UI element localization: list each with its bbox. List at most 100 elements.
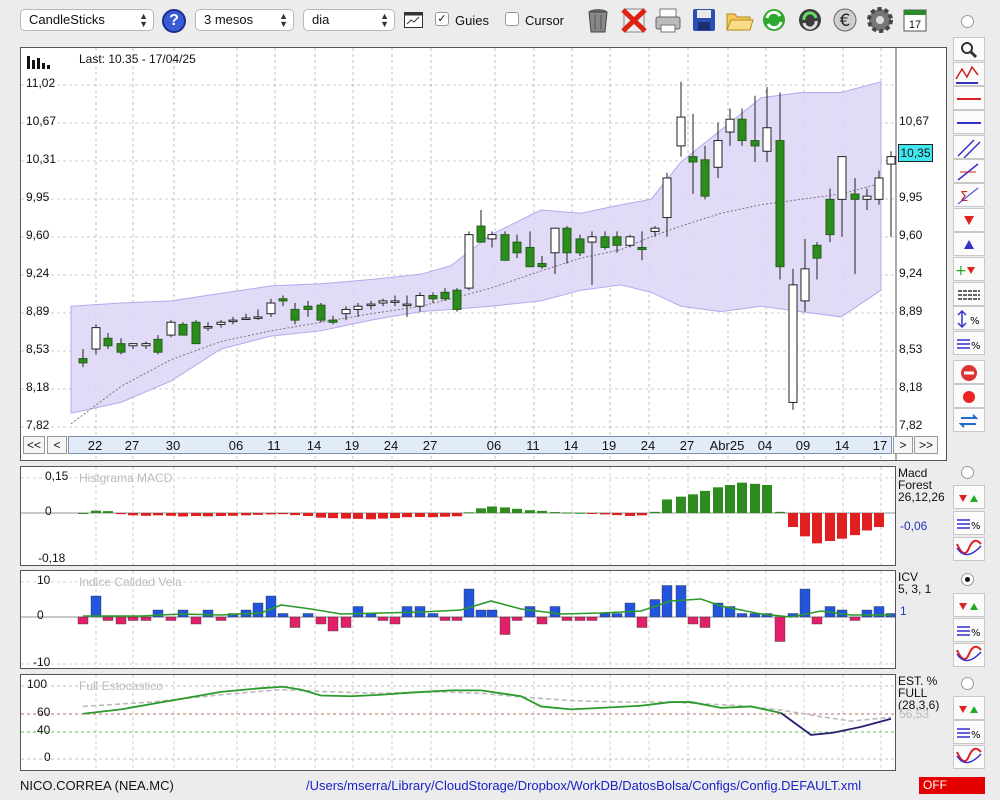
candle (676, 81, 686, 157)
arrows-up-down-icon[interactable] (953, 696, 985, 720)
icv-bar (599, 613, 611, 618)
guides-checkbox[interactable]: ✓ (435, 12, 449, 26)
stoch-legend-line: (28,3,6) (898, 698, 940, 712)
curve-icon[interactable] (953, 643, 985, 667)
icv-bar (463, 588, 475, 618)
chevron-updown-icon: ▲ ▼ (139, 11, 148, 29)
add-signal-icon[interactable]: + (953, 257, 985, 281)
zoom-icon[interactable] (953, 37, 985, 61)
macd-panel[interactable]: Histgrama MACD (20, 466, 896, 566)
curve-icon[interactable] (953, 537, 985, 561)
macd-y-tick: -0,18 (38, 551, 66, 565)
y-tick-right: 8,89 (899, 304, 923, 318)
macd-bar (725, 485, 735, 513)
price-chart-panel[interactable]: Last: 10.35 - 17/04/25 (20, 47, 947, 461)
icv-y-tick: 10 (37, 573, 51, 587)
period-select[interactable]: 3 mesos ▲ ▼ (195, 9, 294, 31)
candle (228, 316, 238, 325)
delete-icon[interactable] (618, 4, 650, 36)
scroll-prev-button[interactable]: < (47, 436, 67, 454)
refresh-icon[interactable] (758, 4, 790, 36)
x-tick-label: 24 (383, 438, 399, 453)
macd-bar (128, 513, 138, 516)
print-icon[interactable] (652, 4, 684, 36)
macd-bar (476, 508, 486, 513)
macd-bar (216, 513, 226, 517)
interval-select[interactable]: dia ▲ ▼ (303, 9, 395, 31)
icv-bar (687, 616, 699, 625)
percent-lines-icon[interactable]: % (953, 720, 985, 744)
bollinger-icon[interactable] (953, 62, 985, 86)
horizontal-line-red-icon[interactable] (953, 86, 985, 110)
rows-icon[interactable] (953, 282, 985, 306)
settings-icon[interactable] (864, 4, 896, 36)
save-icon[interactable] (688, 4, 720, 36)
x-tick-label: 17 (872, 438, 888, 453)
scroll-next-button[interactable]: > (893, 436, 913, 454)
x-tick-label: 11 (526, 438, 540, 453)
percent-lines-icon[interactable]: % (953, 618, 985, 642)
channel-icon[interactable] (953, 135, 985, 159)
icv-bar (861, 609, 873, 618)
percent-lines-icon[interactable]: % (953, 331, 985, 355)
percent-lines-icon[interactable]: % (953, 511, 985, 535)
macd-bar (625, 513, 635, 517)
y-tick-left: 9,60 (26, 228, 50, 242)
arrow-down-icon[interactable] (953, 208, 985, 232)
stochastic-panel[interactable]: Full Estocastico (20, 674, 896, 771)
trendline-icon[interactable] (953, 159, 985, 183)
scroll-first-button[interactable]: << (23, 436, 45, 454)
trash-icon[interactable] (582, 4, 614, 36)
panel-radio-stoch[interactable] (961, 677, 974, 690)
status-badge[interactable]: OFF (919, 777, 985, 794)
candle (91, 324, 101, 355)
vertical-scale-icon[interactable]: % (953, 306, 985, 330)
panel-radio-icv[interactable] (961, 573, 974, 586)
swap-icon[interactable] (953, 408, 985, 432)
calendar-icon[interactable]: 17 (899, 4, 931, 36)
config-path-link[interactable]: /Users/mserra/Library/CloudStorage/Dropb… (306, 778, 862, 793)
arrow-up-icon[interactable] (953, 232, 985, 256)
macd-bar (700, 490, 710, 513)
macd-title: Histgrama MACD (79, 471, 173, 485)
currency-icon[interactable]: € (829, 4, 861, 36)
icv-bar (561, 616, 573, 621)
macd-bar (713, 487, 723, 513)
icv-bar (90, 595, 102, 618)
candle (216, 320, 226, 328)
macd-bar (440, 513, 450, 517)
macd-bar (862, 513, 872, 531)
icv-panel[interactable]: Indice Calidad Vela (20, 570, 896, 669)
panel-radio-macd[interactable] (961, 466, 974, 479)
candle (762, 87, 772, 162)
sync-icon[interactable] (794, 4, 826, 36)
help-button[interactable]: ? (162, 9, 186, 33)
arrows-up-down-icon[interactable] (953, 485, 985, 509)
curve-icon[interactable] (953, 745, 985, 769)
cursor-checkbox[interactable] (505, 12, 519, 26)
no-entry-icon[interactable] (953, 360, 985, 384)
record-icon[interactable] (953, 384, 985, 408)
macd-bar (662, 499, 672, 513)
x-tick-label: 11 (267, 438, 281, 453)
y-tick-right: 9,95 (899, 190, 923, 204)
macd-bar (353, 513, 363, 519)
x-tick-label: 06 (228, 438, 244, 453)
candle (415, 292, 425, 312)
open-folder-icon[interactable] (723, 4, 755, 36)
candle (353, 303, 363, 317)
grid-icon[interactable] (404, 12, 423, 28)
candle (575, 234, 585, 256)
y-tick-left: 10,67 (26, 114, 57, 128)
y-tick-left: 11,02 (26, 76, 56, 90)
chart-type-select[interactable]: CandleSticks ▲ ▼ (20, 9, 154, 31)
macd-bar (612, 513, 622, 516)
date-scrollbar[interactable] (68, 436, 892, 454)
arrows-up-down-icon[interactable] (953, 593, 985, 617)
scroll-last-button[interactable]: >> (914, 436, 938, 454)
candle (587, 231, 597, 285)
horizontal-line-blue-icon[interactable] (953, 110, 985, 134)
candle (153, 335, 163, 355)
fibonacci-icon[interactable]: Σ (953, 183, 985, 207)
panel-radio-main[interactable] (961, 15, 974, 28)
